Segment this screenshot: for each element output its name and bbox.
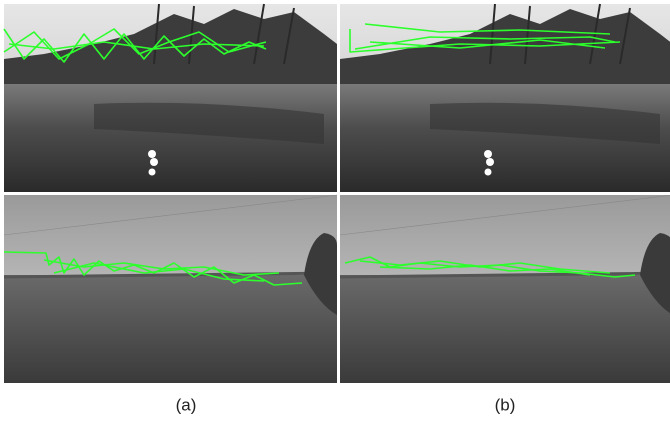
figure: (a) (b) bbox=[0, 0, 670, 422]
caption-a: (a) bbox=[176, 395, 197, 414]
image-a-top bbox=[4, 4, 337, 192]
image-b-top bbox=[340, 4, 670, 192]
image-b-bottom bbox=[340, 195, 670, 383]
image-a-bottom bbox=[4, 195, 337, 383]
caption-b: (b) bbox=[495, 395, 516, 414]
